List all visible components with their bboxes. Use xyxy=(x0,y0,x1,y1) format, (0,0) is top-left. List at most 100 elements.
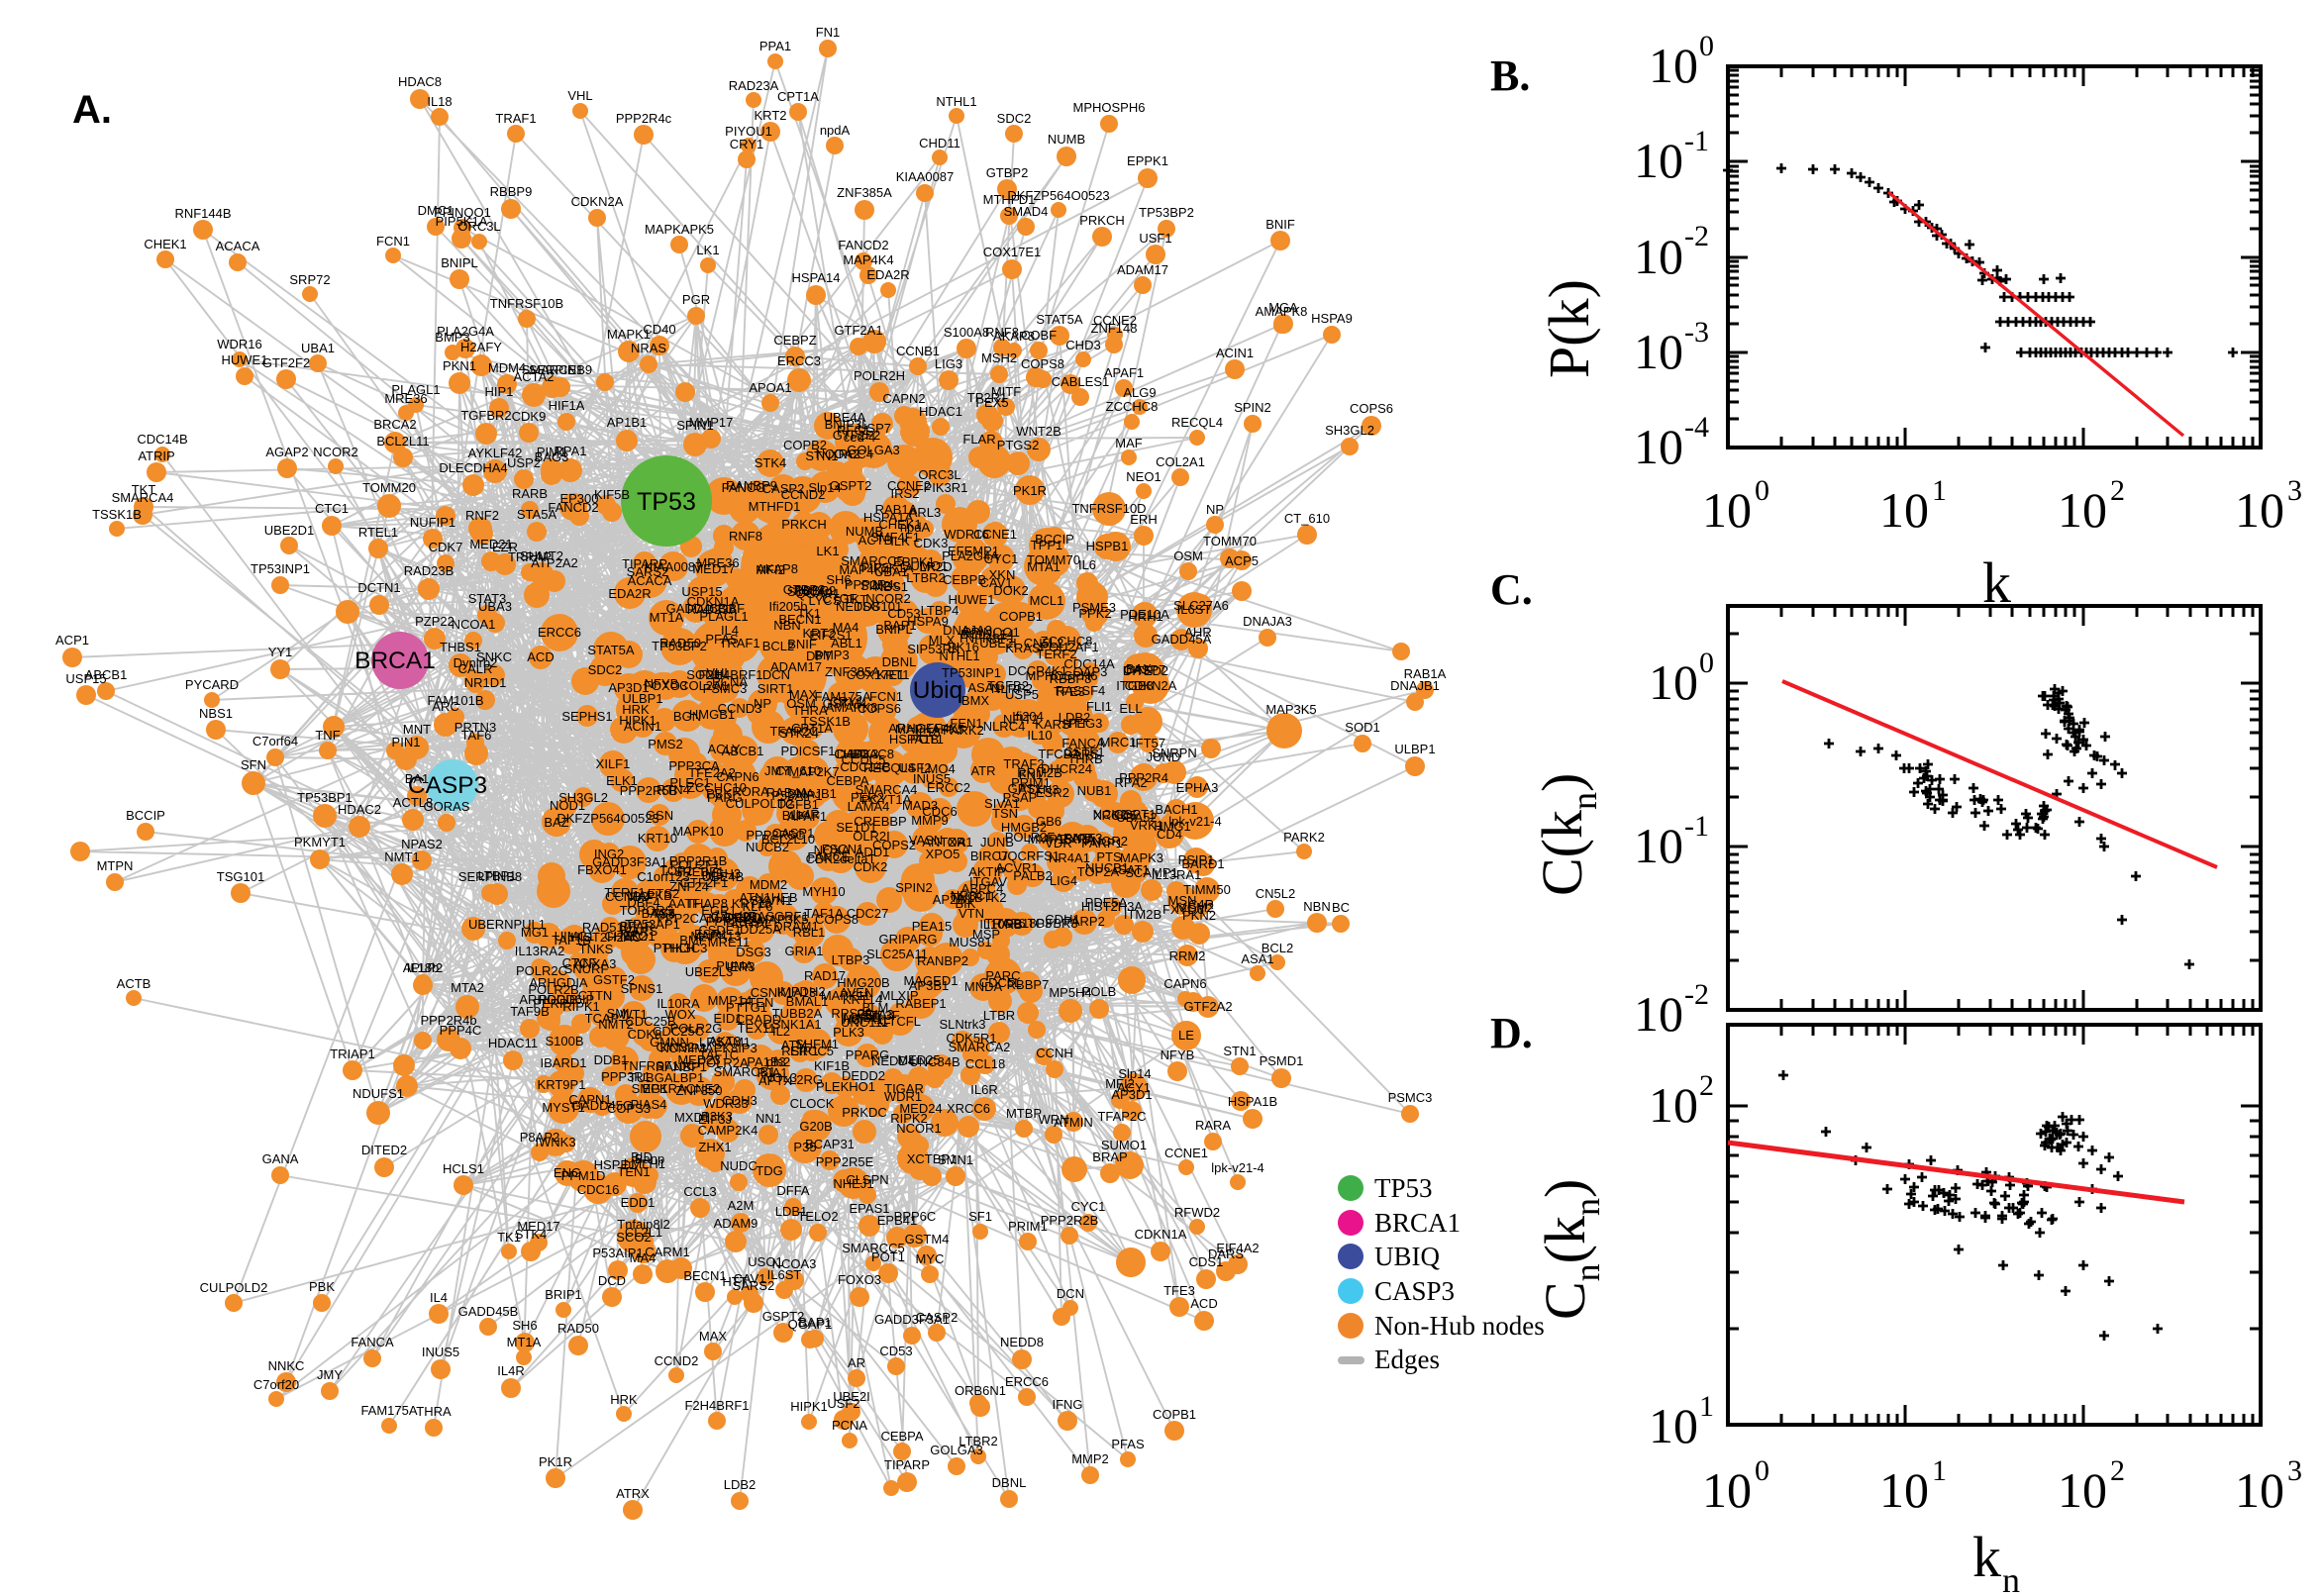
svg-text:PPP2R4c: PPP2R4c xyxy=(845,577,901,592)
svg-text:ANTXR1: ANTXR1 xyxy=(922,835,972,849)
svg-text:HIP1: HIP1 xyxy=(485,384,514,399)
svg-text:PALB2: PALB2 xyxy=(1013,868,1053,883)
svg-text:DLECDHA4: DLECDHA4 xyxy=(439,460,507,475)
svg-text:COBF: COBF xyxy=(1021,328,1057,343)
svg-text:TFAP2C: TFAP2C xyxy=(1097,1109,1146,1124)
svg-text:RORA: RORA xyxy=(732,784,769,799)
svg-text:XCTBP1: XCTBP1 xyxy=(907,1151,958,1166)
svg-text:RBBP8: RBBP8 xyxy=(1050,671,1092,686)
svg-text:PPP3R1: PPP3R1 xyxy=(601,1069,651,1084)
svg-text:INUS5: INUS5 xyxy=(913,771,951,786)
svg-text:RBBP9: RBBP9 xyxy=(490,184,533,199)
svg-text:MTHFD1: MTHFD1 xyxy=(983,192,1036,207)
svg-text:CTGF: CTGF xyxy=(822,591,857,606)
svg-text:NDUFS1: NDUFS1 xyxy=(353,1086,404,1101)
svg-text:SCO2: SCO2 xyxy=(616,1230,651,1245)
svg-text:PSAP: PSAP xyxy=(1003,790,1038,805)
svg-text:TFE3: TFE3 xyxy=(1054,684,1085,699)
svg-text:10: 10 xyxy=(1634,324,1683,379)
svg-text:TNFRSF10D: TNFRSF10D xyxy=(1071,501,1146,516)
svg-text:POLB: POLB xyxy=(1082,984,1117,999)
svg-text:FANCA: FANCA xyxy=(1061,736,1105,750)
svg-text:ABPC4: ABPC4 xyxy=(961,881,1004,896)
svg-text:MED24: MED24 xyxy=(899,1101,942,1116)
svg-text:ERCC6: ERCC6 xyxy=(538,625,581,640)
svg-text:MAP3K5: MAP3K5 xyxy=(758,912,808,927)
svg-text:OAP3: OAP3 xyxy=(1073,664,1108,679)
svg-text:PARP1: PARP1 xyxy=(1081,836,1123,850)
svg-text:RTEL1: RTEL1 xyxy=(358,525,398,540)
svg-text:ACTB: ACTB xyxy=(117,976,152,991)
svg-text:SRP72: SRP72 xyxy=(289,272,330,287)
svg-text:RASGRF1: RASGRF1 xyxy=(748,909,808,924)
svg-text:CPT1A: CPT1A xyxy=(791,721,833,736)
svg-text:10: 10 xyxy=(1649,1398,1698,1453)
svg-text:ARHGDIB: ARHGDIB xyxy=(519,992,577,1007)
svg-text:DCN: DCN xyxy=(1057,1286,1084,1301)
svg-text:INUS5: INUS5 xyxy=(422,1345,459,1359)
svg-text:NRAS: NRAS xyxy=(631,341,666,355)
svg-text:PBK: PBK xyxy=(706,786,732,801)
svg-text:LTBP1: LTBP1 xyxy=(478,868,517,883)
svg-text:ACLY: ACLY xyxy=(708,742,741,756)
svg-text:BIK: BIK xyxy=(956,896,976,911)
svg-text:CD4: CD4 xyxy=(1157,827,1182,842)
svg-text:DEDD2: DEDD2 xyxy=(842,1068,885,1083)
svg-text:RRM2: RRM2 xyxy=(1169,948,1206,963)
svg-text:ATF3: ATF3 xyxy=(1072,831,1103,846)
svg-text:RXRA: RXRA xyxy=(1060,832,1095,847)
svg-text:CSNK1A13: CSNK1A13 xyxy=(751,985,816,1000)
svg-text:IRS2: IRS2 xyxy=(891,486,920,501)
svg-text:PLAGL1: PLAGL1 xyxy=(391,382,440,397)
svg-text:CDKN1A: CDKN1A xyxy=(687,594,740,609)
svg-text:SMARCA4: SMARCA4 xyxy=(856,782,918,797)
svg-text:SH6: SH6 xyxy=(826,572,851,587)
svg-text:OA: OA xyxy=(948,835,966,849)
svg-text:KRT18: KRT18 xyxy=(732,896,771,911)
svg-text:UQCRFS1: UQCRFS1 xyxy=(998,848,1060,863)
svg-text:SNKC: SNKC xyxy=(476,649,512,664)
svg-text:VTN: VTN xyxy=(959,906,984,921)
svg-text:GADD45B: GADD45B xyxy=(458,1304,519,1319)
svg-text:SUMO1: SUMO1 xyxy=(902,558,948,573)
svg-text:XRCC5: XRCC5 xyxy=(1093,808,1137,823)
svg-text:TNFRSF10B: TNFRSF10B xyxy=(490,296,563,311)
svg-text:POLR2F: POLR2F xyxy=(1005,830,1056,845)
svg-text:CULPOLD2: CULPOLD2 xyxy=(726,796,794,811)
svg-text:PEX5: PEX5 xyxy=(975,395,1008,410)
svg-text:PPP2R4c: PPP2R4c xyxy=(616,111,672,126)
svg-text:SPNS1: SPNS1 xyxy=(621,981,663,996)
svg-text:MRE11: MRE11 xyxy=(708,935,750,949)
svg-text:TIPARP: TIPARP xyxy=(622,556,667,571)
svg-text:MAP4K4: MAP4K4 xyxy=(843,252,893,267)
svg-text:QGAP1: QGAP1 xyxy=(796,586,841,601)
svg-text:AMAPK8: AMAPK8 xyxy=(826,700,878,715)
svg-text:SARS2: SARS2 xyxy=(627,564,669,579)
svg-text:10: 10 xyxy=(1634,229,1683,284)
svg-text:SMARCE1: SMARCE1 xyxy=(522,362,584,377)
svg-text:CCND2: CCND2 xyxy=(655,1353,699,1368)
svg-text:CDKN2A: CDKN2A xyxy=(1125,678,1177,693)
svg-text:NEDD4: NEDD4 xyxy=(871,1053,915,1068)
svg-text:MPHOSPH6: MPHOSPH6 xyxy=(1073,100,1146,115)
svg-text:SAT1: SAT1 xyxy=(1118,862,1150,877)
svg-text:APOA1: APOA1 xyxy=(749,380,791,395)
svg-text:PARK2: PARK2 xyxy=(1283,830,1325,845)
svg-text:BAG4: BAG4 xyxy=(642,906,676,921)
svg-text:WT1: WT1 xyxy=(620,1007,647,1022)
svg-text:TGFBR3: TGFBR3 xyxy=(1027,916,1077,931)
svg-text:Non-Hub nodes: Non-Hub nodes xyxy=(1374,1311,1545,1341)
svg-text:IL6ST: IL6ST xyxy=(1177,602,1212,617)
svg-text:POT1: POT1 xyxy=(910,732,944,747)
svg-text:USP5: USP5 xyxy=(1005,687,1039,702)
svg-text:Ubiq: Ubiq xyxy=(913,677,962,704)
svg-text:ARNT: ARNT xyxy=(1055,831,1089,846)
svg-text:TKT: TKT xyxy=(132,482,156,497)
svg-text:RPA1: RPA1 xyxy=(555,444,587,458)
svg-text:TP53INP1: TP53INP1 xyxy=(251,561,310,576)
svg-text:BLM: BLM xyxy=(862,1000,889,1015)
svg-text:ZNF385A: ZNF385A xyxy=(837,185,892,200)
svg-text:MRC1: MRC1 xyxy=(1100,735,1137,749)
svg-text:KLF6: KLF6 xyxy=(742,899,772,914)
svg-text:CSNK1A1: CSNK1A1 xyxy=(762,1017,821,1032)
